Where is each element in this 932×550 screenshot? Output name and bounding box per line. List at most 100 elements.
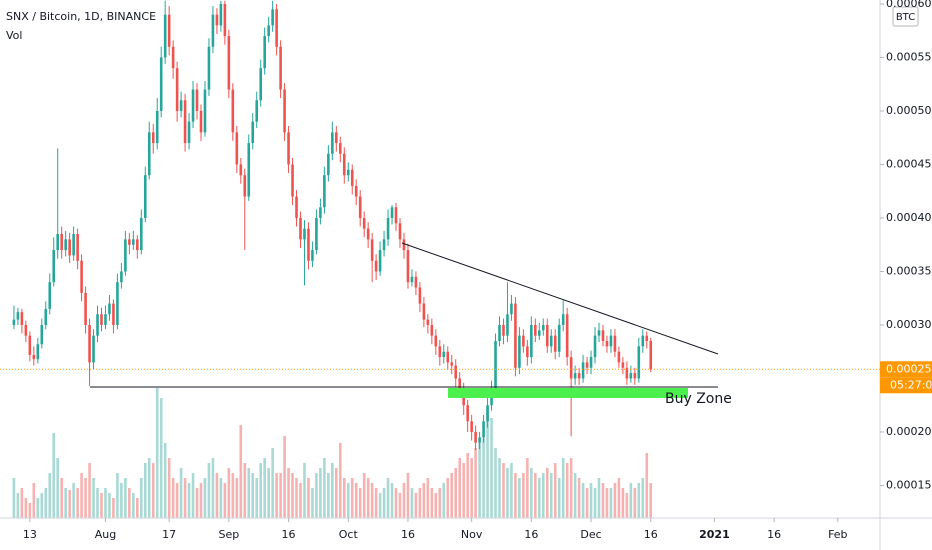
currency-box[interactable] xyxy=(892,6,919,27)
candle-body xyxy=(621,362,625,368)
candle-body xyxy=(649,341,653,370)
x-tick-label: Dec xyxy=(580,528,601,541)
volume-bar xyxy=(470,458,473,518)
candle-body xyxy=(545,324,549,347)
volume-bar xyxy=(335,468,338,518)
trend-line xyxy=(401,242,719,355)
volume-bar xyxy=(207,463,211,518)
candle-body xyxy=(549,335,553,347)
candle-body xyxy=(259,68,262,101)
candle-body xyxy=(362,217,366,229)
volume-bar xyxy=(577,478,581,518)
volume-bar xyxy=(617,478,621,518)
currency-label: BTC xyxy=(896,12,915,23)
candle-body xyxy=(56,234,60,251)
volume-bar xyxy=(167,458,171,518)
volume-bar xyxy=(48,473,52,518)
candle-body xyxy=(541,324,545,331)
candle-body xyxy=(231,89,235,133)
candle-layer xyxy=(12,0,653,451)
volume-bar xyxy=(534,473,537,518)
volume-bar xyxy=(490,418,493,518)
volume-bar xyxy=(601,483,605,518)
volume-bar xyxy=(211,458,215,518)
countdown-label: 05:27:09 xyxy=(890,378,932,391)
candle-body xyxy=(116,282,119,325)
candle-body xyxy=(637,346,641,379)
x-tick-label: 17 xyxy=(162,528,176,541)
candle-body xyxy=(207,46,211,90)
volume-bar xyxy=(139,478,143,518)
volume-bar xyxy=(24,498,28,518)
y-tick-label: 0.0004500 xyxy=(886,157,932,170)
candle-body xyxy=(283,89,286,133)
candle-body xyxy=(327,153,330,176)
candle-body xyxy=(530,324,533,358)
volume-bar xyxy=(430,488,434,518)
volume-bar xyxy=(506,468,509,518)
candle-body xyxy=(398,223,402,240)
volume-bar xyxy=(378,493,382,518)
candle-body xyxy=(287,132,290,165)
volume-bar xyxy=(219,478,223,518)
candle-body xyxy=(534,324,537,336)
candle-body xyxy=(430,324,434,336)
last-price-label: 0.0002586 xyxy=(886,362,932,375)
volume-bar xyxy=(338,443,342,518)
volume-bar xyxy=(362,473,366,518)
candle-body xyxy=(136,239,139,251)
candle-body xyxy=(402,239,406,251)
volume-bar xyxy=(227,468,231,518)
y-tick-label: 0.0004000 xyxy=(886,211,932,224)
countdown-box xyxy=(880,377,932,394)
volume-bar xyxy=(315,473,318,518)
volume-bar xyxy=(366,478,370,518)
volume-layer xyxy=(12,388,653,518)
volume-bar xyxy=(458,458,462,518)
candle-body xyxy=(526,346,529,358)
candle-body xyxy=(502,324,505,336)
candle-body xyxy=(585,362,589,368)
volume-bar xyxy=(565,463,569,518)
volume-bar xyxy=(354,483,358,518)
candle-body xyxy=(60,234,63,251)
candle-body xyxy=(450,362,454,366)
volume-bar xyxy=(263,458,266,518)
x-tick-label: 2021 xyxy=(699,528,730,541)
candle-body xyxy=(486,405,489,422)
volume-bar xyxy=(402,483,406,518)
candle-body xyxy=(235,132,239,165)
candle-body xyxy=(414,276,418,288)
candle-body xyxy=(386,217,390,240)
candle-body xyxy=(92,335,95,363)
candle-body xyxy=(378,250,382,272)
volume-bar xyxy=(466,453,469,518)
volume-bar xyxy=(251,473,255,518)
candle-body xyxy=(581,362,585,379)
volume-bar xyxy=(171,478,175,518)
volume-bar xyxy=(450,473,454,518)
candle-body xyxy=(569,357,573,379)
x-tick-label: 16 xyxy=(767,528,781,541)
volume-bar xyxy=(104,488,107,518)
volume-bar xyxy=(159,398,163,518)
candle-body xyxy=(175,68,179,111)
volume-bar xyxy=(593,488,597,518)
candle-body xyxy=(128,239,131,245)
volume-bar xyxy=(52,433,56,518)
volume-bar xyxy=(132,493,135,518)
candle-body xyxy=(120,271,123,283)
volume-bar xyxy=(581,483,585,518)
volume-bar xyxy=(641,478,645,518)
volume-bar xyxy=(478,443,481,518)
candle-body xyxy=(108,303,111,315)
candle-body xyxy=(151,132,155,144)
volume-bar xyxy=(307,478,310,518)
volume-bar xyxy=(64,488,67,518)
candle-body xyxy=(374,260,378,272)
volume-bar xyxy=(191,473,195,518)
volume-bar xyxy=(418,488,422,518)
volume-bar xyxy=(514,473,517,518)
